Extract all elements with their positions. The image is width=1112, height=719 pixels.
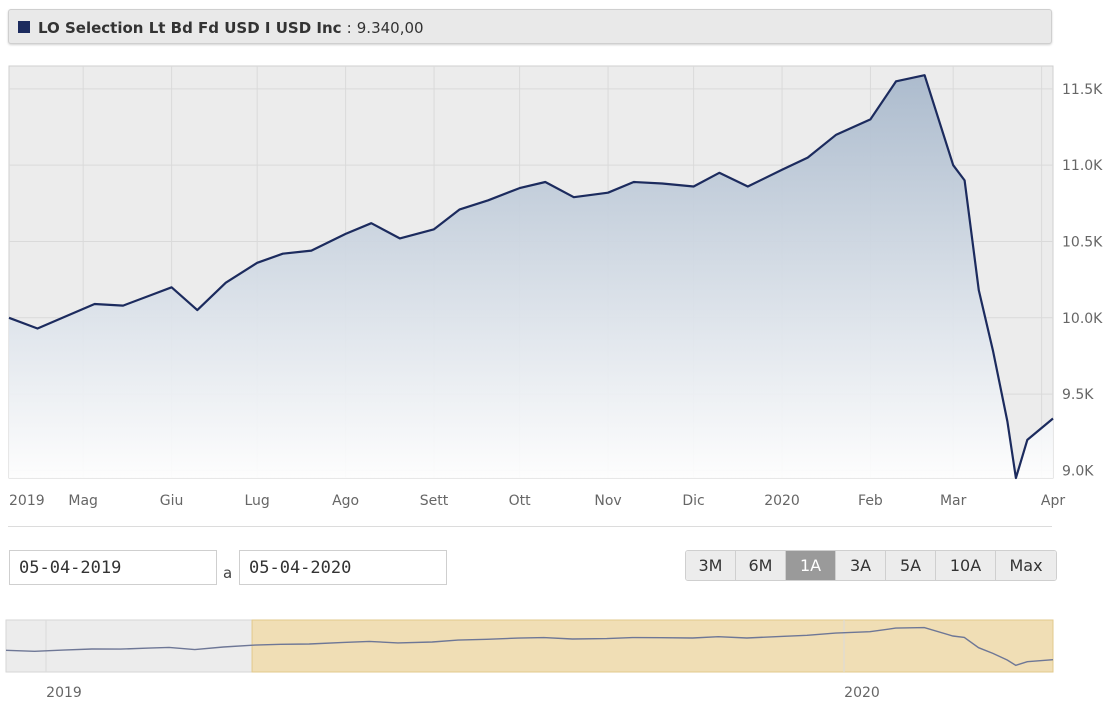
- y-tick-label: 9.5K: [1062, 387, 1094, 403]
- legend-separator: :: [346, 19, 352, 37]
- x-tick-label: Sett: [420, 493, 449, 509]
- x-tick-label: Lug: [244, 493, 269, 509]
- navigator-line: [5, 626, 1054, 667]
- series-name: LO Selection Lt Bd Fd USD I USD Inc: [38, 19, 342, 37]
- range-button-3a[interactable]: 3A: [836, 551, 886, 580]
- y-tick-label: 11.0K: [1062, 158, 1103, 174]
- x-tick-label: Dic: [682, 493, 704, 509]
- x-tick-label: Mag: [68, 493, 98, 509]
- navigator-label: 2020: [844, 685, 880, 701]
- range-button-10a[interactable]: 10A: [936, 551, 996, 580]
- range-selector: 3M 6M 1A 3A 5A 10A Max: [685, 550, 1057, 581]
- series-swatch-icon: [18, 21, 30, 33]
- series-value: 9.340,00: [356, 19, 424, 37]
- range-button-6m[interactable]: 6M: [736, 551, 786, 580]
- navigator-label: 2019: [46, 685, 82, 701]
- x-tick-label: Ago: [332, 493, 359, 509]
- y-tick-label: 10.0K: [1062, 311, 1103, 327]
- x-tick-label: Giu: [160, 493, 184, 509]
- x-tick-label: 2019: [9, 493, 45, 509]
- x-tick-label: Mar: [940, 493, 967, 509]
- date-from-input[interactable]: [9, 550, 217, 585]
- series-legend: LO Selection Lt Bd Fd USD I USD Inc : 9.…: [8, 9, 1052, 44]
- y-tick-label: 10.5K: [1062, 234, 1103, 250]
- date-range-separator: a: [223, 564, 233, 582]
- x-tick-label: Feb: [858, 493, 883, 509]
- x-tick-label: Ott: [509, 493, 532, 509]
- x-tick-label: Nov: [594, 493, 621, 509]
- y-tick-label: 9.0K: [1062, 463, 1094, 479]
- navigator-selection: [251, 619, 1054, 673]
- series-area: [9, 75, 1053, 478]
- range-button-3m[interactable]: 3M: [686, 551, 736, 580]
- range-button-max[interactable]: Max: [996, 551, 1056, 580]
- navigator-chart[interactable]: 2019 2020: [0, 618, 1112, 708]
- x-tick-label: 2020: [764, 493, 800, 509]
- range-button-1a[interactable]: 1A: [786, 551, 836, 580]
- price-chart[interactable]: 9.0K 9.5K 10.0K 10.5K 11.0K 11.5K 2019 Mag Giu Lu…: [0, 60, 1112, 520]
- y-tick-label: 11.5K: [1062, 82, 1103, 98]
- x-tick-label: Apr: [1041, 493, 1065, 509]
- divider: [8, 526, 1052, 527]
- legend-text: LO Selection Lt Bd Fd USD I USD Inc : 9.…: [38, 18, 424, 37]
- series-line: [8, 74, 1054, 480]
- range-button-5a[interactable]: 5A: [886, 551, 936, 580]
- date-to-input[interactable]: [239, 550, 447, 585]
